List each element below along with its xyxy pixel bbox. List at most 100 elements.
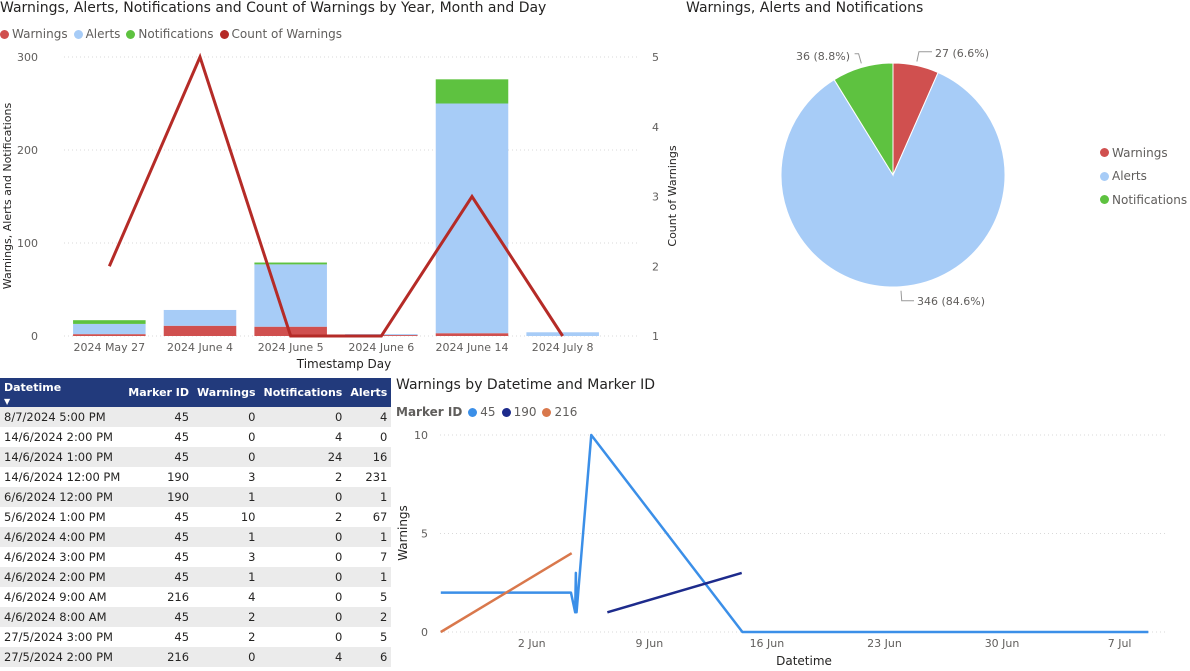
- pie-slice: [780, 71, 1006, 288]
- table-cell: 45: [124, 567, 194, 587]
- table-cell: 45: [124, 547, 194, 567]
- bar-segment: [73, 334, 146, 336]
- table-row[interactable]: 4/6/2024 8:00 AM 45 2 0 2: [0, 607, 392, 627]
- table-row[interactable]: 8/7/2024 5:00 PM 45 0 0 4: [0, 407, 392, 427]
- table-cell: 4: [193, 587, 260, 607]
- pie-data-label: 346 (84.6%): [917, 295, 985, 308]
- table-cell: 6: [346, 647, 392, 667]
- table-cell: 0: [259, 627, 347, 647]
- column-header-alerts[interactable]: Alerts: [346, 378, 392, 407]
- legend-dot: [1100, 171, 1109, 181]
- table-cell: 1: [346, 527, 392, 547]
- table-cell: 4/6/2024 8:00 AM: [0, 607, 125, 627]
- table-cell: 7: [346, 547, 392, 567]
- pie-legend-item-warnings[interactable]: Warnings: [1100, 141, 1187, 165]
- table-cell: 4: [259, 427, 347, 447]
- table-header-row: Datetime ▼ Marker ID Warnings Notificatio…: [0, 378, 392, 407]
- table-cell: 2: [259, 507, 347, 527]
- x-tick-label: 2024 July 8: [532, 341, 594, 354]
- table-row[interactable]: 14/6/2024 2:00 PM 45 0 4 0: [0, 427, 392, 447]
- legend-dot: [501, 407, 511, 417]
- table-cell: 10: [193, 507, 260, 527]
- column-header-warnings[interactable]: Warnings: [193, 378, 260, 407]
- legend-item-count-of-warnings[interactable]: Count of Warnings: [219, 27, 342, 41]
- bar-segment: [163, 309, 237, 326]
- series-line-190: [607, 571, 743, 614]
- y-axis-title: Warnings, Alerts and Notifications: [1, 103, 14, 290]
- table-cell: 45: [124, 407, 194, 427]
- table-cell: 45: [124, 427, 194, 447]
- count-of-warnings-line: [107, 52, 564, 338]
- combo-chart-legend: Warnings Alerts Notifications Count of W…: [0, 27, 348, 41]
- x-tick-label: 7 Jul: [1108, 637, 1132, 650]
- table-cell: 16: [346, 447, 392, 467]
- line-chart-legend: Marker ID 45 190 216: [396, 405, 583, 419]
- table-row[interactable]: 4/6/2024 3:00 PM 45 3 0 7: [0, 547, 392, 567]
- bar-segment: [73, 320, 146, 324]
- x-axis-title: Timestamp Day: [296, 357, 392, 371]
- pie-chart: 27 (6.6%) 346 (84.6%) 36 (8.8%): [780, 47, 1006, 308]
- combo-chart: 0 100 200 300 1 2 3 4 5 2024 May 27 2024 June 4 202…: [1, 51, 679, 371]
- pie-legend: Warnings Alerts Notifications: [1100, 141, 1187, 212]
- legend-dot: [468, 407, 478, 417]
- table-row[interactable]: 4/6/2024 4:00 PM 45 1 0 1: [0, 527, 392, 547]
- x-tick-label: 16 Jun: [750, 637, 785, 650]
- y2-tick-label: 2: [652, 260, 659, 273]
- legend-item-216[interactable]: 216: [542, 405, 577, 419]
- y2-tick-label: 5: [652, 51, 659, 64]
- table-row[interactable]: 14/6/2024 12:00 PM 190 3 2 231: [0, 467, 392, 487]
- table-cell: 2: [346, 607, 392, 627]
- table-cell: 27/5/2024 3:00 PM: [0, 627, 125, 647]
- line-chart: 0 5 10 2 Jun 9 Jun 16 Jun 23 Jun 30 Jun 7 Jul Dat…: [396, 429, 1168, 668]
- pie-legend-item-notifications[interactable]: Notifications: [1100, 188, 1187, 212]
- legend-dot: [1100, 148, 1109, 158]
- table-row[interactable]: 4/6/2024 9:00 AM 216 4 0 5: [0, 587, 392, 607]
- table-row[interactable]: 6/6/2024 12:00 PM 190 1 0 1: [0, 487, 392, 507]
- table-row[interactable]: 27/5/2024 2:00 PM 216 0 4 6: [0, 647, 392, 667]
- table-cell: 4: [346, 407, 392, 427]
- column-header-marker-id[interactable]: Marker ID: [124, 378, 194, 407]
- x-tick-label: 2024 May 27: [73, 341, 145, 354]
- x-axis-title: Datetime: [776, 654, 832, 668]
- x-tick-label: 2024 June 5: [258, 341, 324, 354]
- table-cell: 0: [259, 567, 347, 587]
- table-row[interactable]: 5/6/2024 1:00 PM 45 10 2 67: [0, 507, 392, 527]
- legend-title: Marker ID: [396, 405, 463, 419]
- x-tick-label: 2024 June 4: [167, 341, 233, 354]
- table-row[interactable]: 27/5/2024 3:00 PM 45 2 0 5: [0, 627, 392, 647]
- legend-item-45[interactable]: 45: [468, 405, 496, 419]
- column-header-datetime[interactable]: Datetime ▼: [0, 378, 125, 407]
- legend-item-alerts[interactable]: Alerts: [73, 27, 120, 41]
- table-cell: 45: [124, 627, 194, 647]
- legend-item-190[interactable]: 190: [501, 405, 536, 419]
- bar-segment: [435, 333, 509, 336]
- x-tick-label: 23 Jun: [867, 637, 902, 650]
- sort-desc-icon[interactable]: ▼: [4, 397, 11, 406]
- line-chart-title: Warnings by Datetime and Marker ID: [396, 377, 656, 393]
- x-tick-label: 2024 June 14: [436, 341, 509, 354]
- y-tick-label: 0: [31, 330, 38, 343]
- bar-segment: [254, 262, 327, 265]
- table-cell: 0: [259, 547, 347, 567]
- y-tick-label: 100: [17, 237, 38, 250]
- legend-dot: [1100, 195, 1109, 205]
- table-cell: 190: [124, 467, 194, 487]
- table-cell: 1: [193, 567, 260, 587]
- y-tick-label: 0: [421, 626, 428, 639]
- table-row[interactable]: 4/6/2024 2:00 PM 45 1 0 1: [0, 567, 392, 587]
- table-cell: 45: [124, 447, 194, 467]
- legend-item-warnings[interactable]: Warnings: [0, 27, 68, 41]
- pie-legend-item-alerts[interactable]: Alerts: [1100, 165, 1187, 189]
- table-cell: 190: [124, 487, 194, 507]
- y-tick-label: 200: [17, 144, 38, 157]
- table-row[interactable]: 14/6/2024 1:00 PM 45 0 24 16: [0, 447, 392, 467]
- legend-dot: [219, 29, 229, 39]
- column-header-notifications[interactable]: Notifications: [259, 378, 347, 407]
- pie-leader-line: [900, 290, 914, 302]
- table-cell: 0: [193, 647, 260, 667]
- table-cell: 45: [124, 607, 194, 627]
- legend-item-notifications[interactable]: Notifications: [126, 27, 214, 41]
- table-cell: 2: [259, 467, 347, 487]
- y2-tick-label: 3: [652, 191, 659, 204]
- y2-axis-title: Count of Warnings: [666, 145, 679, 246]
